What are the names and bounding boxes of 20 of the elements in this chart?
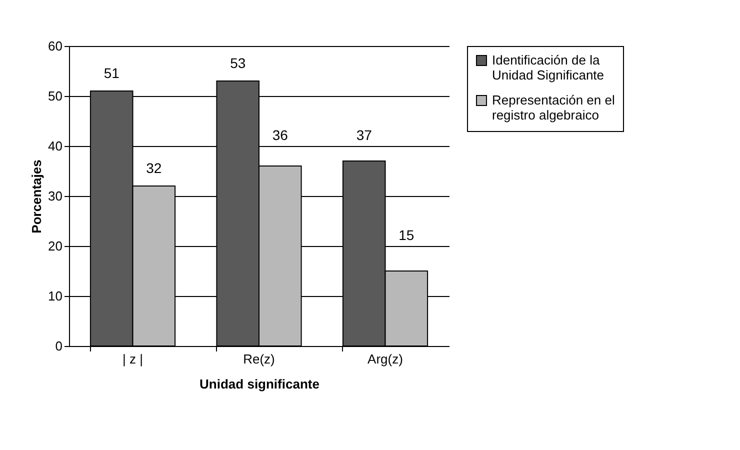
data-label: 36 [272, 127, 288, 143]
y-tick-label: 50 [48, 88, 62, 104]
y-tick-label: 30 [48, 188, 62, 204]
y-axis-title: Porcentajes [29, 160, 44, 234]
legend-label: Representación en el registro algebraico [492, 92, 615, 122]
x-tick-label: Arg(z) [368, 352, 403, 366]
y-tick-label: 20 [48, 238, 62, 254]
data-label: 51 [104, 65, 120, 81]
legend-label: Identificación de la Unidad Significante [492, 52, 604, 82]
y-tick-label: 0 [55, 338, 62, 354]
x-tick-label: | z | [122, 352, 143, 366]
y-tick-label: 10 [48, 288, 62, 304]
data-label: 53 [230, 55, 246, 71]
y-tick-label: 60 [48, 38, 62, 54]
y-tick-label: 40 [48, 138, 62, 154]
x-axis-title: Unidad significante [200, 376, 320, 392]
data-label: 15 [398, 227, 414, 243]
data-label: 37 [356, 127, 372, 143]
x-tick-label: Re(z) [243, 352, 275, 366]
data-label: 32 [146, 160, 162, 176]
